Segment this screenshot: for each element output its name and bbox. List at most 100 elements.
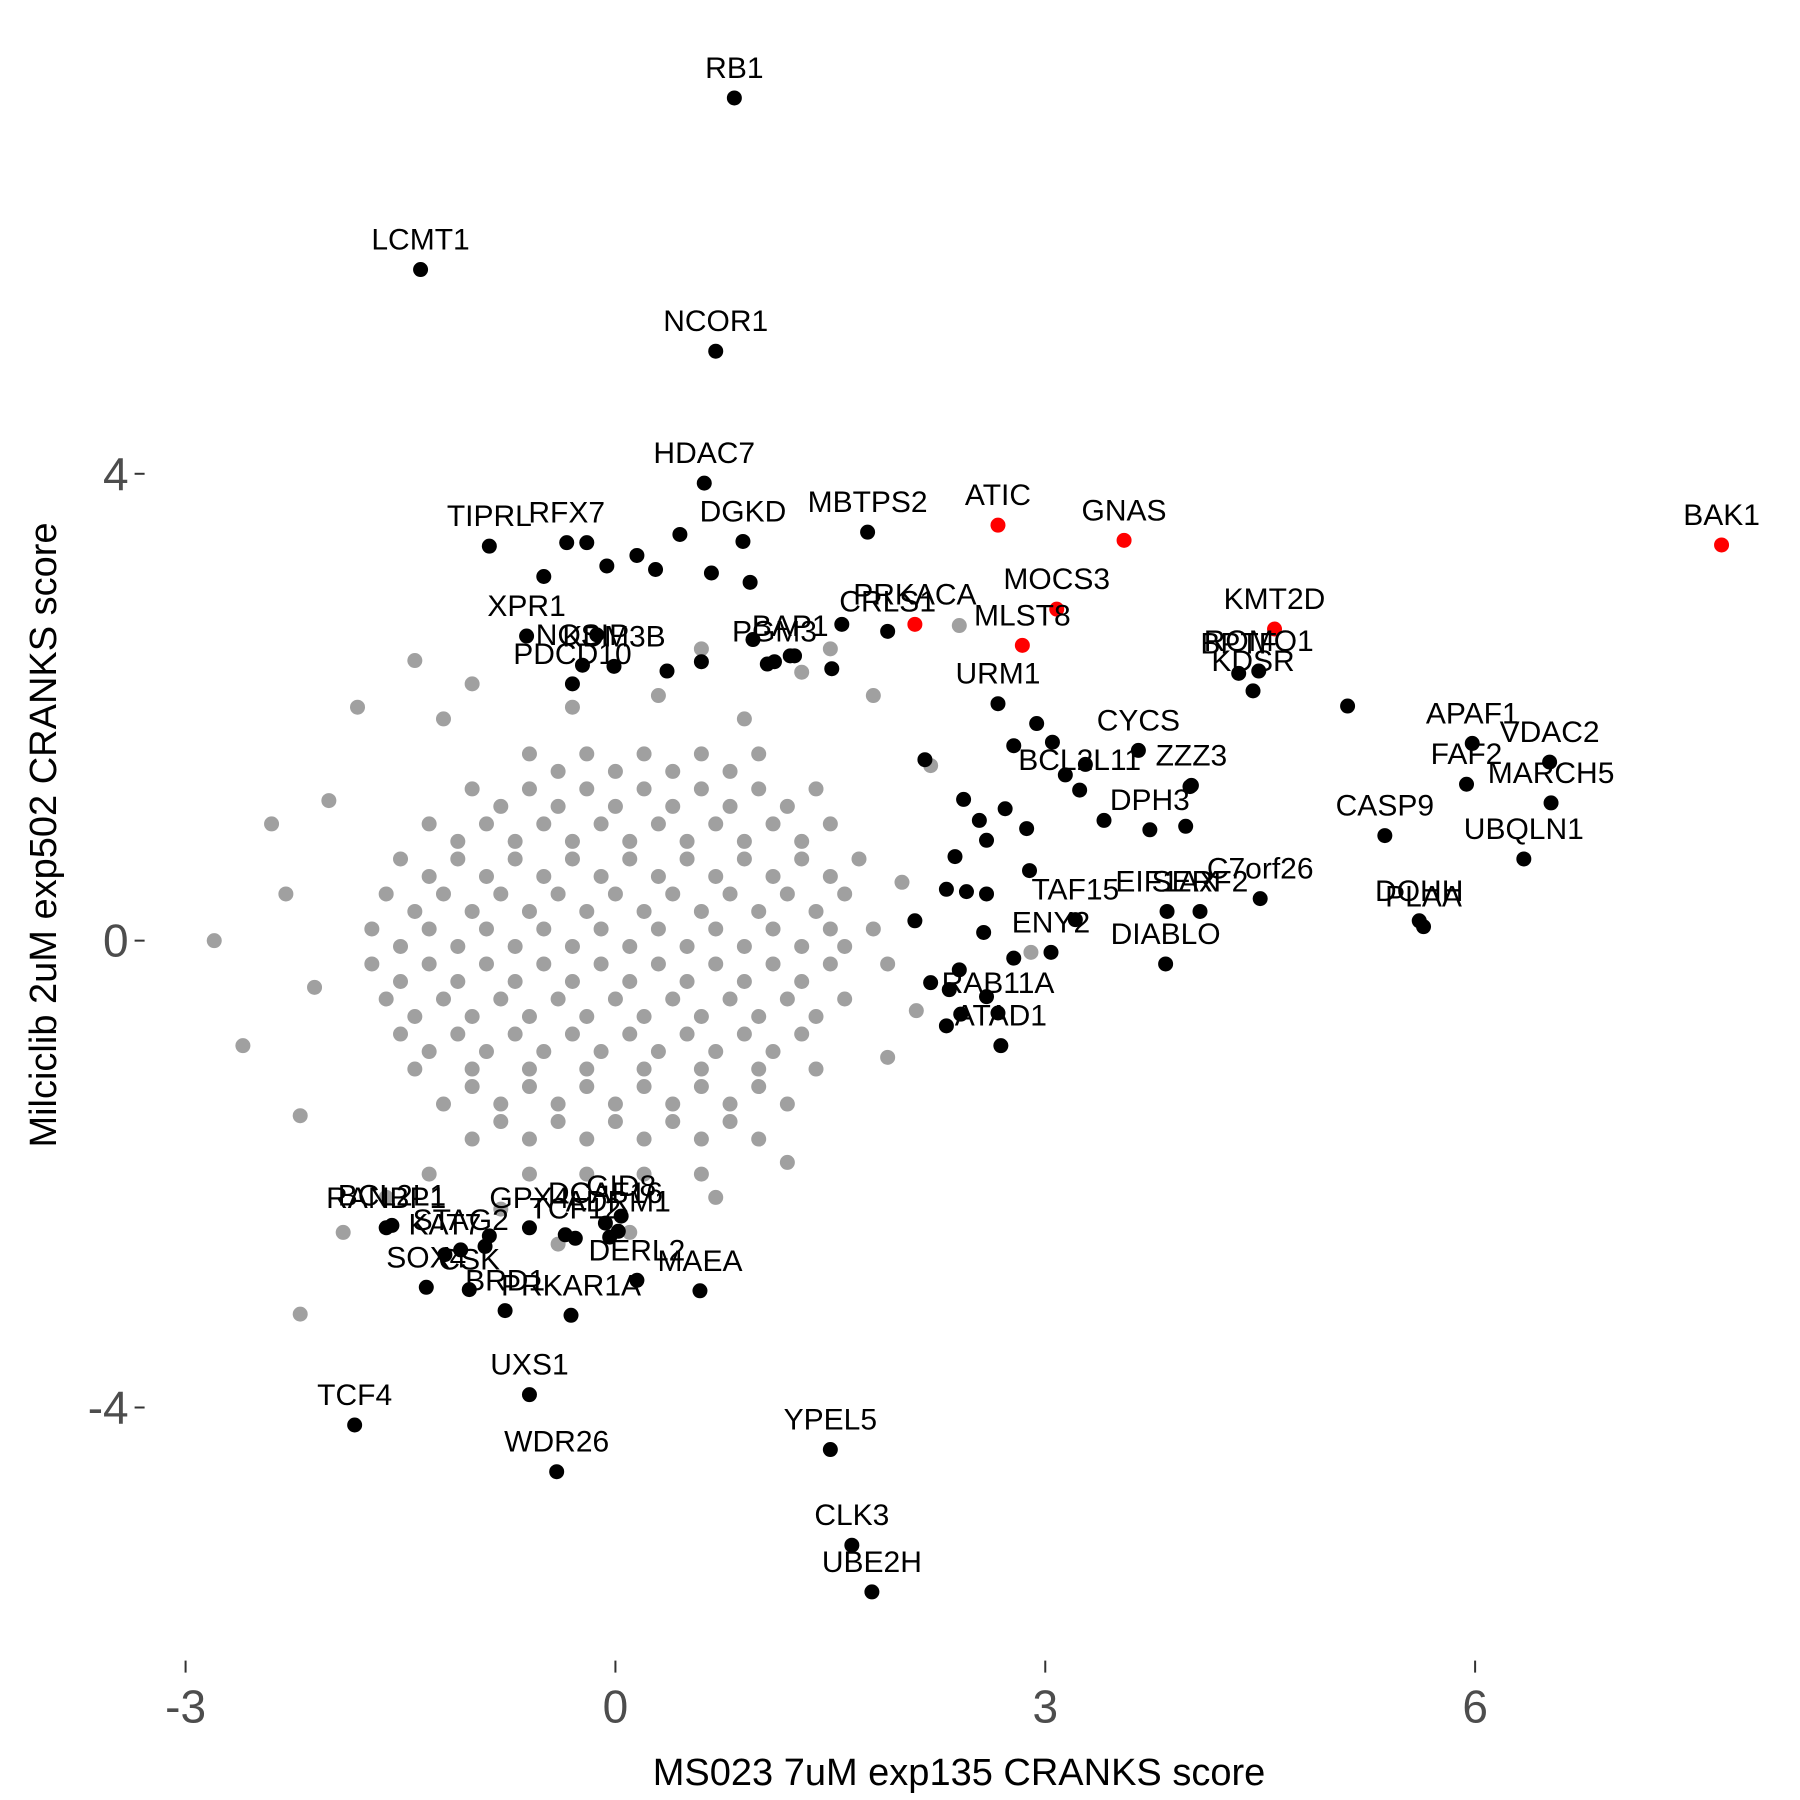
point-label: SOX4 [386,1241,466,1274]
point [808,1061,824,1077]
point [393,851,409,867]
point [464,1131,480,1147]
point [550,1114,566,1130]
point-label: UBE2H [822,1546,922,1579]
point [1178,818,1194,834]
point [679,851,695,867]
point [1023,944,1039,960]
point [563,1307,579,1323]
point-label: ADRM1 [566,1185,671,1218]
point [971,812,987,828]
point [1543,795,1559,811]
point [1267,621,1283,637]
point [579,1131,595,1147]
point [692,1283,708,1299]
point-label: BPTF [1200,627,1277,660]
point [536,816,552,832]
point [1130,742,1146,758]
point [703,565,719,581]
point [794,851,810,867]
point [834,616,850,632]
point [550,991,566,1007]
point [636,1061,652,1077]
point-label: TIPRL [447,500,532,533]
point [808,1009,824,1025]
x-tick-label: 3 [1032,1681,1058,1733]
point [1459,776,1475,792]
point [837,938,853,954]
point [650,921,666,937]
point [507,973,523,989]
point [751,1061,767,1077]
point [794,973,810,989]
point [880,623,896,639]
point [589,627,605,643]
point-label: RB1 [705,52,763,85]
point [844,1537,860,1553]
point [1019,821,1035,837]
point [1183,777,1199,793]
point [536,921,552,937]
point [765,956,781,972]
point [1377,828,1393,844]
point [364,921,380,937]
point [779,1154,795,1170]
point [450,973,466,989]
point-label: ENY2 [1012,906,1090,939]
point [708,921,724,937]
point-label: APAF1 [1426,697,1519,730]
point [736,833,752,849]
point [607,798,623,814]
point [693,1166,709,1182]
point [1043,944,1059,960]
point [607,1114,623,1130]
point [917,752,933,768]
point [735,533,751,549]
point [235,1038,251,1054]
point [493,1201,509,1217]
point [1029,716,1045,732]
point [478,1044,494,1060]
point [536,956,552,972]
point [765,868,781,884]
point [593,816,609,832]
point [837,991,853,1007]
point-label: ATAD1 [955,1000,1047,1033]
point [665,886,681,902]
point [693,1079,709,1095]
point [493,1096,509,1112]
point-label: BAP1 [752,610,829,643]
point-label: UXS1 [490,1349,568,1382]
point [860,524,876,540]
point [650,1044,666,1060]
point [636,1079,652,1095]
point [629,1272,645,1288]
point [1142,822,1158,838]
point [347,1417,363,1433]
point-label: TAF15 [1031,874,1119,907]
point [450,851,466,867]
point [1096,812,1112,828]
point [521,781,537,797]
point [579,1009,595,1025]
point [947,849,963,865]
point-label: PRKAR1A [501,1269,641,1302]
point [564,676,580,692]
point-label: STAG2 [413,1204,509,1237]
point [880,956,896,972]
point [1006,950,1022,966]
point [956,791,972,807]
point-label: UBQLN1 [1464,813,1584,846]
point [708,956,724,972]
point [650,868,666,884]
point [894,874,910,890]
point [779,886,795,902]
point [393,973,409,989]
point [1022,863,1038,879]
point [745,632,761,648]
point [622,973,638,989]
point [421,1044,437,1060]
point [493,886,509,902]
point [579,1079,595,1095]
